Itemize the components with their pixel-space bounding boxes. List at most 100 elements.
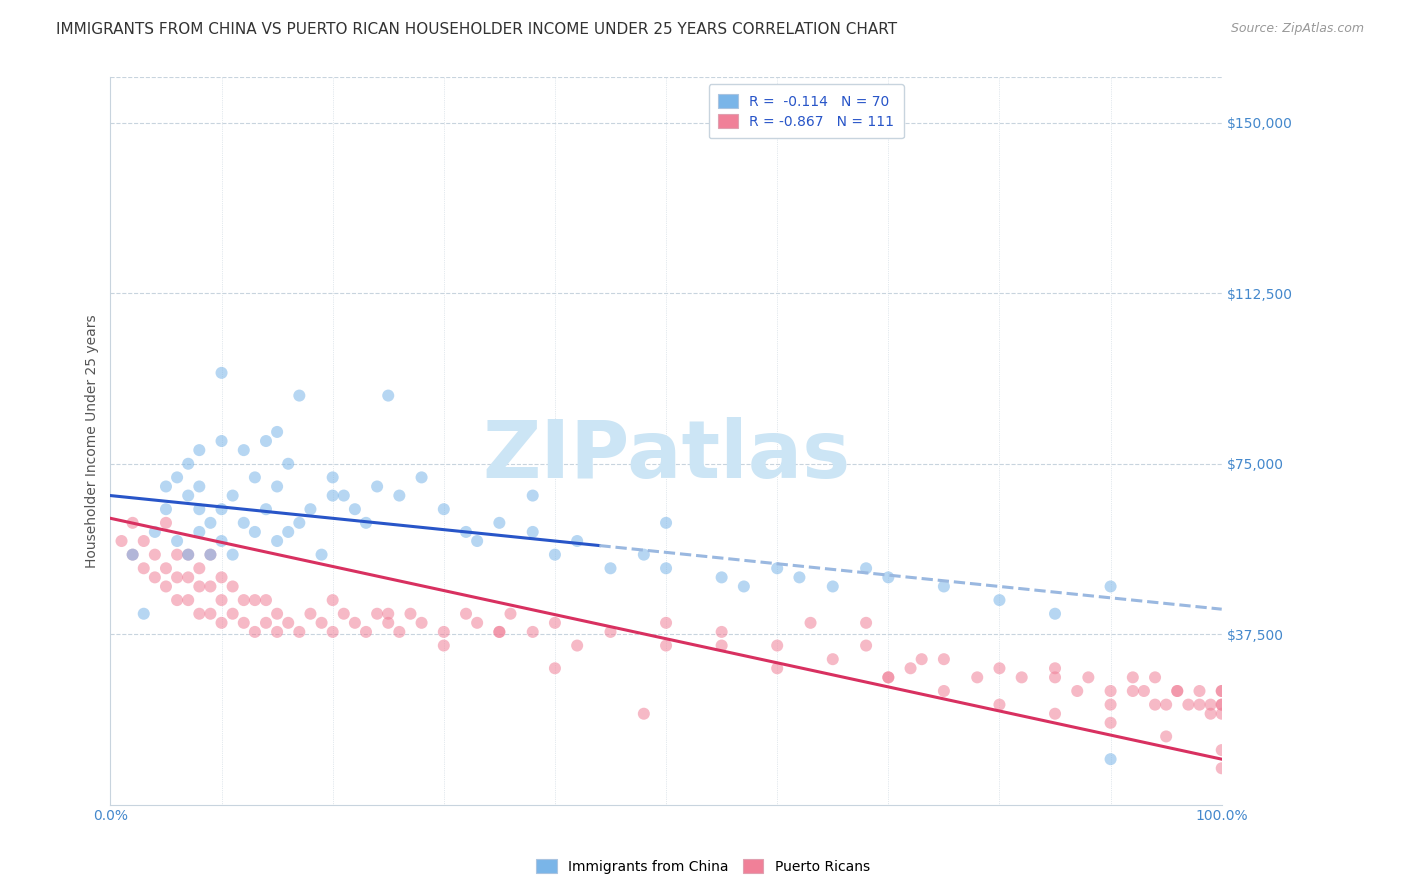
Point bbox=[855, 615, 877, 630]
Point bbox=[655, 516, 678, 530]
Point bbox=[254, 434, 277, 448]
Point bbox=[177, 548, 200, 562]
Point bbox=[710, 639, 733, 653]
Point bbox=[522, 624, 544, 639]
Point bbox=[766, 661, 789, 675]
Point bbox=[200, 516, 222, 530]
Point bbox=[1099, 698, 1122, 712]
Point bbox=[1099, 752, 1122, 766]
Point bbox=[243, 470, 266, 484]
Point bbox=[1133, 684, 1156, 698]
Point bbox=[1177, 698, 1199, 712]
Point bbox=[166, 570, 188, 584]
Point bbox=[188, 607, 211, 621]
Point bbox=[789, 570, 811, 584]
Point bbox=[322, 593, 344, 607]
Point bbox=[366, 479, 388, 493]
Point bbox=[655, 615, 678, 630]
Point bbox=[254, 615, 277, 630]
Point bbox=[1154, 730, 1177, 744]
Point bbox=[121, 548, 143, 562]
Point bbox=[110, 534, 132, 549]
Point bbox=[988, 698, 1011, 712]
Point bbox=[177, 548, 200, 562]
Point bbox=[366, 607, 388, 621]
Point bbox=[877, 670, 900, 684]
Point bbox=[1043, 607, 1066, 621]
Point bbox=[544, 615, 567, 630]
Point bbox=[633, 706, 655, 721]
Point bbox=[211, 615, 233, 630]
Point bbox=[221, 548, 243, 562]
Point bbox=[143, 548, 166, 562]
Point bbox=[166, 593, 188, 607]
Point bbox=[377, 615, 399, 630]
Point bbox=[288, 388, 311, 402]
Point bbox=[1099, 684, 1122, 698]
Point bbox=[1188, 684, 1211, 698]
Point bbox=[232, 516, 254, 530]
Point bbox=[433, 502, 456, 516]
Point bbox=[288, 516, 311, 530]
Legend: Immigrants from China, Puerto Ricans: Immigrants from China, Puerto Ricans bbox=[529, 852, 877, 880]
Point bbox=[1211, 743, 1233, 757]
Point bbox=[465, 534, 488, 549]
Point bbox=[932, 684, 955, 698]
Point bbox=[855, 561, 877, 575]
Point bbox=[399, 607, 422, 621]
Point bbox=[200, 548, 222, 562]
Point bbox=[377, 607, 399, 621]
Point bbox=[155, 479, 177, 493]
Point bbox=[166, 548, 188, 562]
Point bbox=[411, 615, 433, 630]
Point bbox=[522, 489, 544, 503]
Point bbox=[1211, 698, 1233, 712]
Point bbox=[166, 470, 188, 484]
Point bbox=[155, 502, 177, 516]
Point bbox=[299, 607, 322, 621]
Point bbox=[188, 502, 211, 516]
Point bbox=[877, 570, 900, 584]
Point bbox=[565, 534, 588, 549]
Point bbox=[177, 457, 200, 471]
Point bbox=[733, 579, 755, 593]
Point bbox=[499, 607, 522, 621]
Point bbox=[143, 524, 166, 539]
Point bbox=[877, 670, 900, 684]
Point bbox=[221, 607, 243, 621]
Point bbox=[1166, 684, 1188, 698]
Point bbox=[188, 561, 211, 575]
Point bbox=[1011, 670, 1033, 684]
Point bbox=[211, 502, 233, 516]
Point bbox=[799, 615, 821, 630]
Point bbox=[333, 489, 356, 503]
Point bbox=[311, 548, 333, 562]
Point bbox=[311, 615, 333, 630]
Point bbox=[188, 443, 211, 458]
Point bbox=[388, 489, 411, 503]
Point bbox=[1166, 684, 1188, 698]
Point bbox=[155, 579, 177, 593]
Point bbox=[1043, 670, 1066, 684]
Point bbox=[188, 579, 211, 593]
Point bbox=[132, 534, 155, 549]
Point bbox=[1211, 706, 1233, 721]
Point bbox=[855, 639, 877, 653]
Point bbox=[266, 624, 288, 639]
Point bbox=[766, 639, 789, 653]
Point bbox=[633, 548, 655, 562]
Point bbox=[433, 624, 456, 639]
Point bbox=[155, 516, 177, 530]
Point bbox=[254, 593, 277, 607]
Point bbox=[177, 489, 200, 503]
Point bbox=[932, 579, 955, 593]
Point bbox=[343, 502, 366, 516]
Point bbox=[388, 624, 411, 639]
Point bbox=[211, 434, 233, 448]
Point bbox=[277, 457, 299, 471]
Point bbox=[454, 524, 477, 539]
Point bbox=[1211, 698, 1233, 712]
Point bbox=[322, 470, 344, 484]
Point bbox=[1154, 698, 1177, 712]
Text: Source: ZipAtlas.com: Source: ZipAtlas.com bbox=[1230, 22, 1364, 36]
